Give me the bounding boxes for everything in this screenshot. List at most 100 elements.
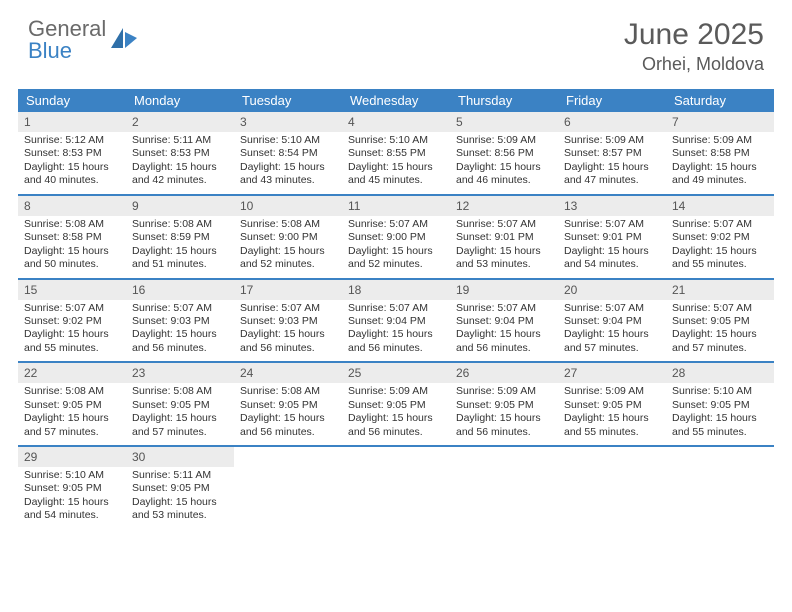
day-body: Sunrise: 5:09 AMSunset: 8:57 PMDaylight:…	[558, 134, 666, 188]
day-3: 3Sunrise: 5:10 AMSunset: 8:54 PMDaylight…	[234, 112, 342, 194]
day-number: 12	[450, 196, 558, 216]
day-number: 13	[558, 196, 666, 216]
logo-part2: Blue	[28, 38, 72, 63]
day-body: Sunrise: 5:09 AMSunset: 9:05 PMDaylight:…	[450, 385, 558, 439]
day-number: 24	[234, 363, 342, 383]
day-18: 18Sunrise: 5:07 AMSunset: 9:04 PMDayligh…	[342, 280, 450, 362]
week-row: 15Sunrise: 5:07 AMSunset: 9:02 PMDayligh…	[18, 278, 774, 362]
day-number: 10	[234, 196, 342, 216]
day-body: Sunrise: 5:07 AMSunset: 9:04 PMDaylight:…	[558, 302, 666, 356]
day-number: 2	[126, 112, 234, 132]
day-empty	[558, 447, 666, 529]
day-body: Sunrise: 5:10 AMSunset: 9:05 PMDaylight:…	[18, 469, 126, 523]
day-28: 28Sunrise: 5:10 AMSunset: 9:05 PMDayligh…	[666, 363, 774, 445]
day-7: 7Sunrise: 5:09 AMSunset: 8:58 PMDaylight…	[666, 112, 774, 194]
day-body: Sunrise: 5:11 AMSunset: 8:53 PMDaylight:…	[126, 134, 234, 188]
logo-sail-icon	[111, 26, 139, 55]
day-empty	[342, 447, 450, 529]
day-number: 22	[18, 363, 126, 383]
day-22: 22Sunrise: 5:08 AMSunset: 9:05 PMDayligh…	[18, 363, 126, 445]
day-number: 8	[18, 196, 126, 216]
dow-thursday: Thursday	[450, 89, 558, 112]
day-body: Sunrise: 5:08 AMSunset: 8:59 PMDaylight:…	[126, 218, 234, 272]
day-body: Sunrise: 5:10 AMSunset: 8:55 PMDaylight:…	[342, 134, 450, 188]
day-empty	[450, 447, 558, 529]
day-number: 28	[666, 363, 774, 383]
day-body: Sunrise: 5:07 AMSunset: 9:04 PMDaylight:…	[450, 302, 558, 356]
day-number: 26	[450, 363, 558, 383]
day-30: 30Sunrise: 5:11 AMSunset: 9:05 PMDayligh…	[126, 447, 234, 529]
day-number: 21	[666, 280, 774, 300]
day-15: 15Sunrise: 5:07 AMSunset: 9:02 PMDayligh…	[18, 280, 126, 362]
day-number: 6	[558, 112, 666, 132]
dow-wednesday: Wednesday	[342, 89, 450, 112]
day-21: 21Sunrise: 5:07 AMSunset: 9:05 PMDayligh…	[666, 280, 774, 362]
day-body: Sunrise: 5:07 AMSunset: 9:02 PMDaylight:…	[18, 302, 126, 356]
day-body: Sunrise: 5:09 AMSunset: 8:58 PMDaylight:…	[666, 134, 774, 188]
day-body: Sunrise: 5:07 AMSunset: 9:01 PMDaylight:…	[558, 218, 666, 272]
day-body: Sunrise: 5:09 AMSunset: 9:05 PMDaylight:…	[558, 385, 666, 439]
day-body: Sunrise: 5:07 AMSunset: 9:04 PMDaylight:…	[342, 302, 450, 356]
dow-tuesday: Tuesday	[234, 89, 342, 112]
day-body: Sunrise: 5:07 AMSunset: 9:03 PMDaylight:…	[126, 302, 234, 356]
day-number: 7	[666, 112, 774, 132]
day-20: 20Sunrise: 5:07 AMSunset: 9:04 PMDayligh…	[558, 280, 666, 362]
day-body: Sunrise: 5:07 AMSunset: 9:01 PMDaylight:…	[450, 218, 558, 272]
day-11: 11Sunrise: 5:07 AMSunset: 9:00 PMDayligh…	[342, 196, 450, 278]
dow-friday: Friday	[558, 89, 666, 112]
day-number: 27	[558, 363, 666, 383]
day-23: 23Sunrise: 5:08 AMSunset: 9:05 PMDayligh…	[126, 363, 234, 445]
day-body: Sunrise: 5:09 AMSunset: 9:05 PMDaylight:…	[342, 385, 450, 439]
logo-text: General Blue	[28, 18, 106, 62]
day-number: 17	[234, 280, 342, 300]
day-number: 30	[126, 447, 234, 467]
day-body: Sunrise: 5:10 AMSunset: 9:05 PMDaylight:…	[666, 385, 774, 439]
day-body: Sunrise: 5:08 AMSunset: 9:00 PMDaylight:…	[234, 218, 342, 272]
dow-sunday: Sunday	[18, 89, 126, 112]
day-number: 5	[450, 112, 558, 132]
day-number: 18	[342, 280, 450, 300]
day-number: 20	[558, 280, 666, 300]
day-body: Sunrise: 5:09 AMSunset: 8:56 PMDaylight:…	[450, 134, 558, 188]
week-row: 22Sunrise: 5:08 AMSunset: 9:05 PMDayligh…	[18, 361, 774, 445]
day-number: 16	[126, 280, 234, 300]
day-29: 29Sunrise: 5:10 AMSunset: 9:05 PMDayligh…	[18, 447, 126, 529]
day-14: 14Sunrise: 5:07 AMSunset: 9:02 PMDayligh…	[666, 196, 774, 278]
day-body: Sunrise: 5:08 AMSunset: 8:58 PMDaylight:…	[18, 218, 126, 272]
day-12: 12Sunrise: 5:07 AMSunset: 9:01 PMDayligh…	[450, 196, 558, 278]
day-body: Sunrise: 5:08 AMSunset: 9:05 PMDaylight:…	[234, 385, 342, 439]
day-2: 2Sunrise: 5:11 AMSunset: 8:53 PMDaylight…	[126, 112, 234, 194]
day-number: 29	[18, 447, 126, 467]
title-block: June 2025 Orhei, Moldova	[624, 18, 764, 75]
day-number: 9	[126, 196, 234, 216]
week-row: 29Sunrise: 5:10 AMSunset: 9:05 PMDayligh…	[18, 445, 774, 529]
day-26: 26Sunrise: 5:09 AMSunset: 9:05 PMDayligh…	[450, 363, 558, 445]
day-number: 11	[342, 196, 450, 216]
header: General Blue June 2025 Orhei, Moldova	[0, 0, 792, 81]
day-number: 25	[342, 363, 450, 383]
logo: General Blue	[28, 18, 139, 62]
week-row: 8Sunrise: 5:08 AMSunset: 8:58 PMDaylight…	[18, 194, 774, 278]
day-17: 17Sunrise: 5:07 AMSunset: 9:03 PMDayligh…	[234, 280, 342, 362]
day-number: 4	[342, 112, 450, 132]
day-19: 19Sunrise: 5:07 AMSunset: 9:04 PMDayligh…	[450, 280, 558, 362]
day-empty	[234, 447, 342, 529]
day-27: 27Sunrise: 5:09 AMSunset: 9:05 PMDayligh…	[558, 363, 666, 445]
day-13: 13Sunrise: 5:07 AMSunset: 9:01 PMDayligh…	[558, 196, 666, 278]
day-number: 23	[126, 363, 234, 383]
day-body: Sunrise: 5:08 AMSunset: 9:05 PMDaylight:…	[126, 385, 234, 439]
day-9: 9Sunrise: 5:08 AMSunset: 8:59 PMDaylight…	[126, 196, 234, 278]
dow-monday: Monday	[126, 89, 234, 112]
day-number: 19	[450, 280, 558, 300]
day-body: Sunrise: 5:08 AMSunset: 9:05 PMDaylight:…	[18, 385, 126, 439]
day-24: 24Sunrise: 5:08 AMSunset: 9:05 PMDayligh…	[234, 363, 342, 445]
day-body: Sunrise: 5:12 AMSunset: 8:53 PMDaylight:…	[18, 134, 126, 188]
day-body: Sunrise: 5:10 AMSunset: 8:54 PMDaylight:…	[234, 134, 342, 188]
day-8: 8Sunrise: 5:08 AMSunset: 8:58 PMDaylight…	[18, 196, 126, 278]
dow-saturday: Saturday	[666, 89, 774, 112]
day-number: 1	[18, 112, 126, 132]
day-empty	[666, 447, 774, 529]
day-6: 6Sunrise: 5:09 AMSunset: 8:57 PMDaylight…	[558, 112, 666, 194]
day-number: 3	[234, 112, 342, 132]
day-number: 15	[18, 280, 126, 300]
